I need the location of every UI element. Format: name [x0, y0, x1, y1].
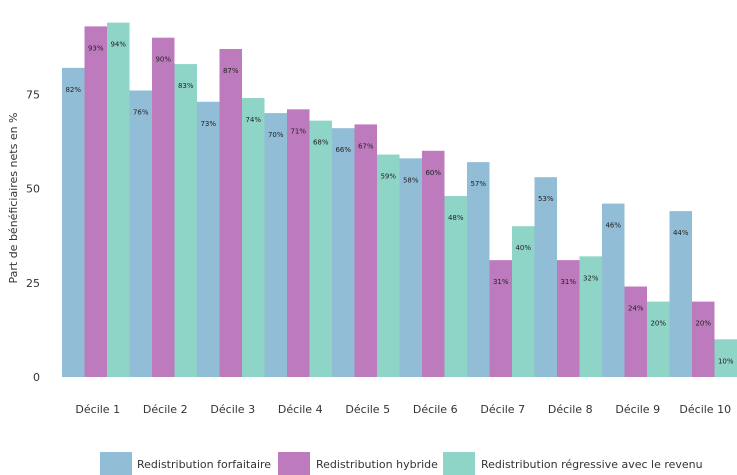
legend-label: Redistribution forfaitaire [137, 458, 271, 471]
bar-value-label: 68% [313, 139, 329, 147]
x-category-label: Décile 2 [143, 403, 188, 416]
bar-value-label: 46% [605, 222, 621, 230]
bar [197, 101, 220, 377]
bar [62, 67, 85, 378]
bar [219, 49, 242, 377]
bar [489, 260, 512, 377]
bar [84, 26, 107, 377]
bar-value-label: 31% [560, 278, 576, 286]
x-category-label: Décile 1 [75, 403, 120, 416]
bar [624, 286, 647, 377]
x-axis: Décile 1 Décile 2 Décile 3 Décile 4 Décile 5… [75, 403, 731, 416]
bar-value-label: 24% [628, 305, 644, 313]
bar-value-label: 44% [673, 229, 689, 237]
legend-swatch [100, 452, 132, 475]
x-category-label: Décile 5 [345, 403, 390, 416]
x-category-label: Décile 8 [548, 403, 593, 416]
bar-value-label: 53% [538, 195, 554, 203]
x-category-label: Décile 4 [278, 403, 323, 416]
bar [692, 301, 715, 377]
bar-value-label: 73% [200, 120, 216, 128]
legend-swatch [278, 452, 310, 475]
y-tick-label: 50 [26, 183, 40, 196]
bar-value-label: 83% [178, 82, 194, 90]
y-axis: 0 25 50 75 [26, 88, 40, 384]
bar-value-label: 57% [470, 180, 486, 188]
bar [264, 113, 287, 377]
bar-labels: 82% 93% 94% 76% 90% 83% 73% 87% 74% 70% 71% 68% 66% 6… [65, 41, 733, 366]
bar [152, 37, 175, 377]
bar [309, 120, 332, 377]
bar-value-label: 90% [155, 56, 171, 64]
x-category-label: Décile 10 [679, 403, 731, 416]
bar [444, 196, 467, 377]
bar [332, 128, 355, 377]
bar-value-label: 20% [695, 320, 711, 328]
bar [377, 154, 400, 377]
bar-value-label: 31% [493, 278, 509, 286]
bar [174, 64, 197, 377]
bar-value-label: 40% [515, 244, 531, 252]
y-tick-label: 25 [26, 277, 40, 290]
bar-value-label: 94% [110, 41, 126, 49]
bar-value-label: 82% [65, 86, 81, 94]
bar [242, 98, 265, 378]
bar-value-label: 48% [448, 214, 464, 222]
bar [129, 90, 152, 377]
bar [354, 124, 377, 377]
bar [512, 226, 535, 377]
legend-swatch [443, 452, 475, 475]
legend-label: Redistribution hybride [316, 458, 438, 471]
bar [287, 109, 310, 377]
x-category-label: Décile 6 [413, 403, 458, 416]
bar-value-label: 67% [358, 142, 374, 150]
bar-value-label: 71% [290, 127, 306, 135]
bar-value-label: 58% [403, 176, 419, 184]
bar [579, 256, 602, 377]
bar [714, 339, 737, 377]
bar-value-label: 66% [335, 146, 351, 154]
bar-value-label: 60% [425, 169, 441, 177]
bar [467, 162, 490, 377]
x-category-label: Décile 3 [210, 403, 255, 416]
y-tick-label: 75 [26, 88, 40, 101]
bar-value-label: 10% [718, 357, 734, 365]
bar-value-label: 70% [268, 131, 284, 139]
bar [669, 211, 692, 377]
bar-value-label: 59% [380, 173, 396, 181]
bar-value-label: 20% [650, 320, 666, 328]
legend-label: Redistribution régressive avec le revenu [481, 458, 703, 471]
x-category-label: Décile 7 [480, 403, 525, 416]
bar-value-label: 32% [583, 274, 599, 282]
bar [534, 177, 557, 377]
y-axis-label: Part de bénéficiaires nets en % [7, 112, 20, 283]
bar [602, 203, 625, 377]
bar-value-label: 76% [133, 108, 149, 116]
bar-value-label: 93% [88, 44, 104, 52]
bar [647, 301, 670, 377]
y-tick-label: 0 [33, 371, 40, 384]
bar [557, 260, 580, 377]
x-category-label: Décile 9 [615, 403, 660, 416]
legend: Redistribution forfaitaire Redistribution… [100, 452, 703, 475]
bar [399, 158, 422, 377]
bar [422, 150, 445, 377]
bar-value-label: 87% [223, 67, 239, 75]
bar-value-label: 74% [245, 116, 261, 124]
bars [62, 22, 737, 378]
bar [107, 22, 130, 378]
